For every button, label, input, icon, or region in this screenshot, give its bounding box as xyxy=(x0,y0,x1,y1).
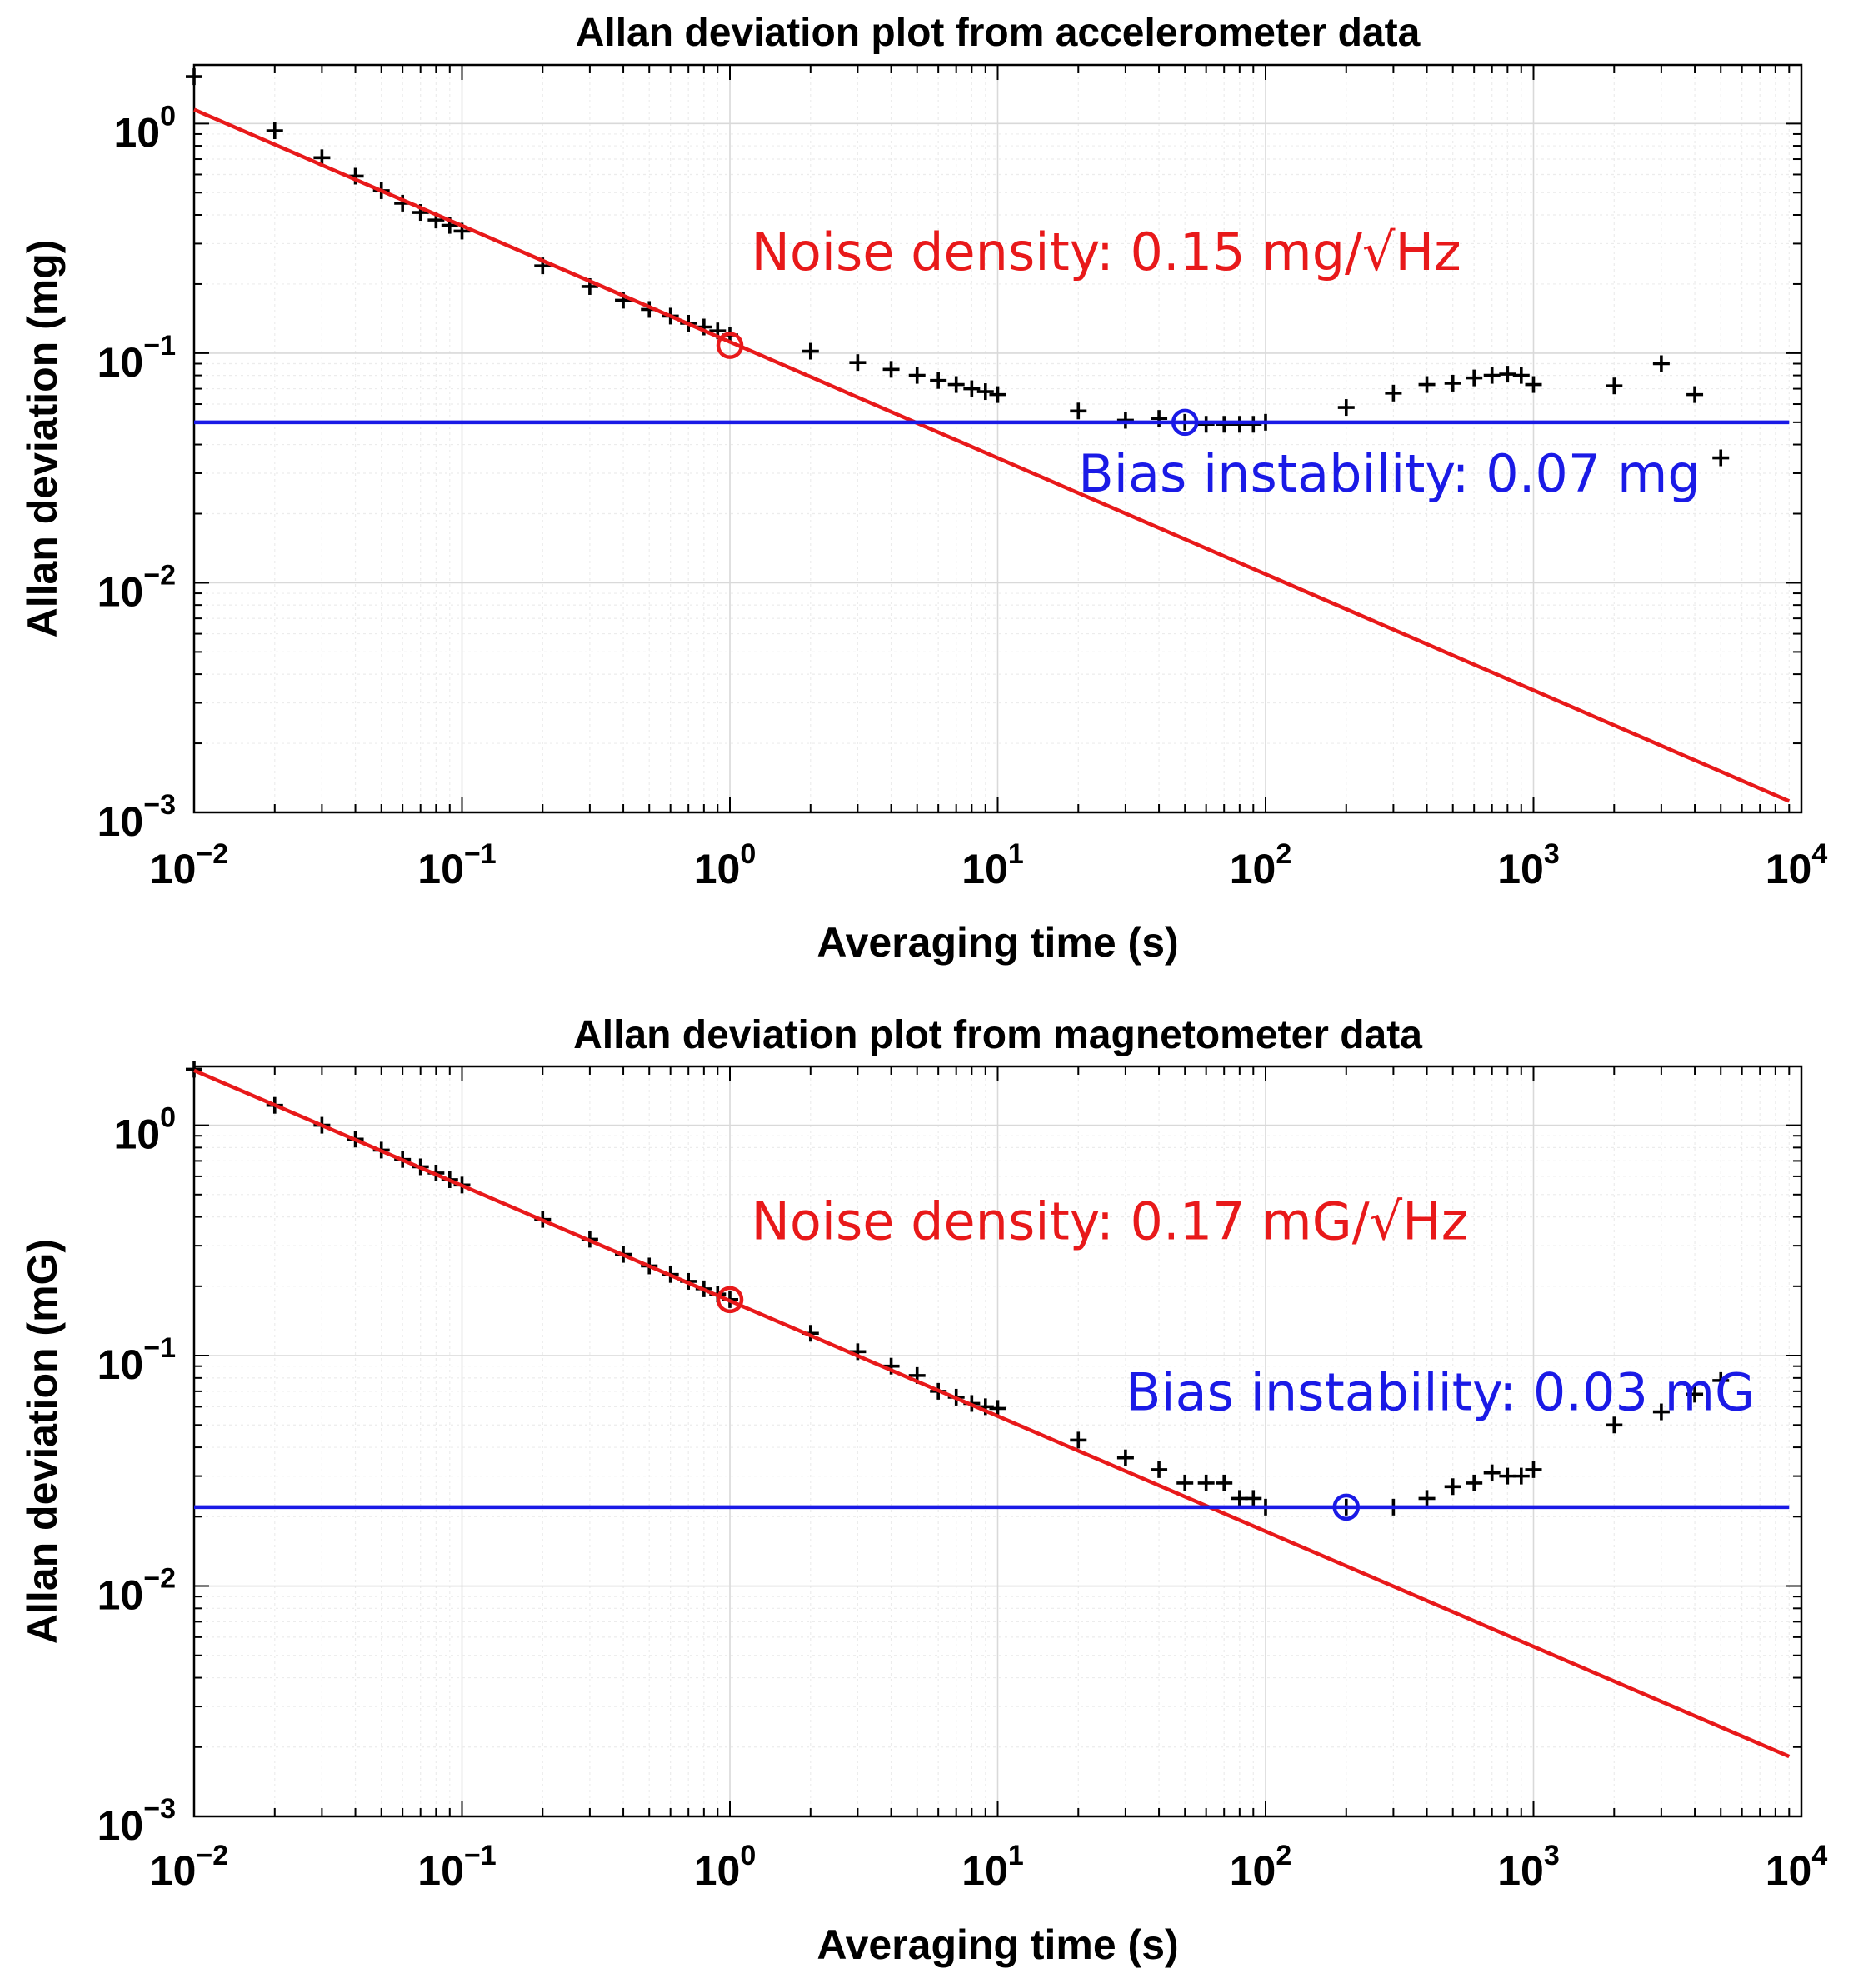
data-point xyxy=(1512,1467,1530,1485)
data-point xyxy=(1337,399,1355,417)
data-point xyxy=(1606,377,1623,395)
data-point xyxy=(1652,1403,1670,1421)
x-tick-label: 103 xyxy=(1497,838,1560,892)
noise-density-point-marker xyxy=(716,1286,744,1314)
data-point xyxy=(963,380,981,397)
x-tick-label: 100 xyxy=(694,1840,757,1894)
data-point xyxy=(1116,412,1134,429)
accelerometer-chart: 10−2 10−1 100 101 102 103 10410−310−210−1100Al… xyxy=(19,11,1827,966)
annotation-bias-instability-0-0: Bias instability: 0.03 mG xyxy=(1126,1361,1755,1422)
data-point xyxy=(1466,1474,1483,1491)
data-point xyxy=(1197,416,1215,433)
data-point xyxy=(849,354,867,372)
data-point xyxy=(1197,1474,1215,1491)
data-point xyxy=(1245,416,1262,433)
ticks xyxy=(193,65,1802,813)
y-tick-label: 10−1 xyxy=(97,330,176,386)
data-point xyxy=(1151,1461,1168,1478)
x-axis-label: Averaging time (s) xyxy=(817,919,1178,966)
noise-density-fit-line xyxy=(193,1068,1791,1759)
series-noise-density-fit xyxy=(193,107,1791,803)
magnetometer-chart: 10−2 10−1 100 101 102 103 10410−310−210−1100Al… xyxy=(19,1013,1827,1968)
data-point xyxy=(1483,1464,1501,1481)
y-tick-label: 10−2 xyxy=(97,1563,176,1619)
data-point xyxy=(947,376,965,393)
series-allan-deviation xyxy=(186,68,1730,467)
data-point xyxy=(1652,355,1670,372)
data-point xyxy=(1525,1461,1542,1478)
data-point xyxy=(1466,369,1483,387)
data-point xyxy=(1444,1478,1461,1496)
data-point xyxy=(1245,1490,1262,1507)
x-tick-label: 104 xyxy=(1766,1840,1828,1894)
data-point xyxy=(1216,1474,1233,1491)
x-tick-label: 101 xyxy=(961,1840,1024,1894)
data-point xyxy=(802,342,819,360)
data-point xyxy=(930,372,947,389)
series-noise-density-point xyxy=(716,332,744,359)
series-bias-instability-point xyxy=(1171,408,1199,437)
annotation-noise-density-0-15-m: Noise density: 0.15 mg/√Hz xyxy=(751,222,1461,282)
data-point xyxy=(1525,376,1542,393)
data-point xyxy=(1418,1490,1436,1507)
x-tick-label: 100 xyxy=(694,838,757,892)
y-tick-label: 10−3 xyxy=(97,1793,176,1849)
data-point xyxy=(1686,386,1704,403)
data-point xyxy=(1686,1386,1704,1403)
x-tick-label: 10−2 xyxy=(150,838,228,892)
data-point xyxy=(989,386,1006,403)
x-tick-label: 10−2 xyxy=(150,1840,228,1894)
data-point xyxy=(1483,367,1501,384)
data-point xyxy=(908,367,926,384)
data-point xyxy=(1385,384,1402,402)
grid xyxy=(193,65,1801,813)
data-point xyxy=(1216,416,1233,433)
x-tick-label: 101 xyxy=(961,838,1024,892)
data-point xyxy=(989,1400,1006,1417)
x-tick-label: 10−1 xyxy=(417,838,496,892)
noise-density-fit-line xyxy=(193,107,1791,803)
data-point xyxy=(1444,374,1461,392)
y-tick-label: 10−2 xyxy=(97,559,176,615)
x-tick-label: 10−1 xyxy=(417,1840,496,1894)
y-axis-label: Allan deviation (mg) xyxy=(19,240,66,638)
data-point xyxy=(186,68,202,86)
data-point xyxy=(1712,1371,1730,1389)
noise-density-point-marker xyxy=(716,332,744,359)
y-axis-label: Allan deviation (mG) xyxy=(19,1239,66,1644)
chart-title: Allan deviation plot from magnetometer d… xyxy=(573,1013,1422,1057)
y-tick-label: 100 xyxy=(113,100,176,156)
x-axis-label: Averaging time (s) xyxy=(817,1921,1178,1968)
data-point xyxy=(1418,376,1436,393)
data-point xyxy=(1606,1416,1623,1434)
x-tick-label: 103 xyxy=(1497,1840,1560,1894)
data-point xyxy=(1116,1449,1134,1466)
bias-instability-point-marker xyxy=(1171,408,1199,437)
data-point xyxy=(1712,449,1730,467)
annotation-bias-instability-0-0: Bias instability: 0.07 mg xyxy=(1078,443,1701,504)
x-tick-label: 104 xyxy=(1766,838,1828,892)
y-tick-label: 10−3 xyxy=(97,789,176,845)
data-point xyxy=(1070,402,1087,420)
data-point xyxy=(186,1061,202,1078)
x-tick-label: 102 xyxy=(1230,838,1292,892)
data-point xyxy=(1176,1474,1194,1491)
y-tick-label: 10−1 xyxy=(97,1332,176,1388)
data-point xyxy=(1070,1431,1087,1449)
bias-instability-point-marker xyxy=(1332,1493,1361,1521)
ticks xyxy=(193,1066,1802,1817)
x-tick-label: 102 xyxy=(1230,1840,1292,1894)
data-point xyxy=(976,383,994,401)
series-noise-density-fit xyxy=(193,1068,1791,1759)
y-tick-label: 100 xyxy=(113,1102,176,1158)
grid xyxy=(193,1066,1801,1817)
data-point xyxy=(882,361,900,378)
data-point xyxy=(1512,367,1530,384)
series-noise-density-point xyxy=(716,1286,744,1314)
data-point xyxy=(266,122,283,140)
series-bias-instability-point xyxy=(1332,1493,1361,1521)
chart-title: Allan deviation plot from accelerometer … xyxy=(576,11,1421,55)
annotation-noise-density-0-17-m: Noise density: 0.17 mG/√Hz xyxy=(751,1191,1468,1251)
